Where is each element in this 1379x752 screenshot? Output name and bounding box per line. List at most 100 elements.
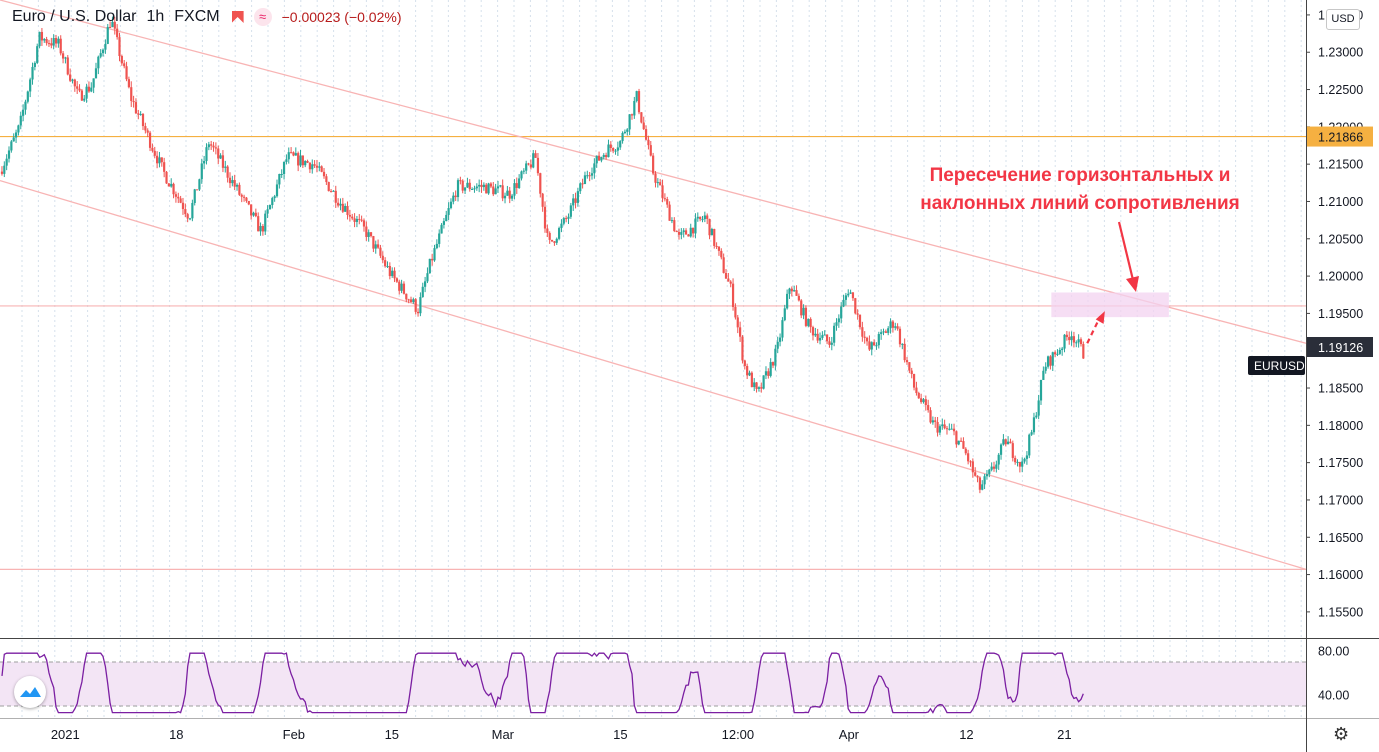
candle-body xyxy=(219,155,222,159)
candle-body xyxy=(1058,349,1061,354)
candle-body xyxy=(983,476,986,485)
time-tick-label: 15 xyxy=(613,727,627,742)
candle-body xyxy=(203,161,206,164)
candle-body xyxy=(207,144,210,148)
candle-body xyxy=(200,163,203,180)
candle-body xyxy=(134,102,138,114)
candle-body xyxy=(936,422,939,433)
currency-button[interactable]: USD xyxy=(1326,9,1360,30)
candle-body xyxy=(66,57,69,75)
price-tick-label: 1.18000 xyxy=(1318,419,1363,433)
candle-body xyxy=(92,78,95,88)
candle-body xyxy=(163,162,166,172)
candle-body xyxy=(915,387,918,394)
price-tick-label: 1.23000 xyxy=(1318,46,1363,60)
candle-body xyxy=(1018,461,1021,467)
candle-body xyxy=(901,343,904,345)
candle-body xyxy=(593,163,596,174)
candle-body xyxy=(894,326,897,328)
candle-body xyxy=(640,112,643,123)
candle-body xyxy=(508,190,511,199)
candle-body xyxy=(847,293,850,296)
candle-body xyxy=(910,370,913,375)
candle-body xyxy=(355,218,359,222)
candle-body xyxy=(0,171,4,174)
candle-body xyxy=(485,184,488,194)
candle-body xyxy=(57,38,60,44)
annotation-text: Пересечение горизонтальных и наклонных л… xyxy=(880,162,1280,218)
tradingview-logo-icon[interactable] xyxy=(14,676,46,708)
candle-body xyxy=(1077,339,1080,343)
candle-body xyxy=(637,91,641,113)
flag-icon[interactable] xyxy=(231,11,244,23)
candle-body xyxy=(228,177,232,184)
time-tick-label: 12:00 xyxy=(722,727,755,742)
candle-body xyxy=(673,220,676,231)
candle-body xyxy=(108,26,112,28)
time-axis[interactable]: 2021 18 Feb 15 Mar 15 12:00 Apr 12 21 xyxy=(51,727,1072,742)
candle-body xyxy=(409,299,413,303)
candle-body xyxy=(414,299,417,312)
candle-body xyxy=(750,372,753,388)
candle-body xyxy=(391,270,394,277)
candle-body xyxy=(365,226,368,237)
candle-body xyxy=(45,39,48,44)
candle-body xyxy=(1070,336,1073,341)
symbol-header[interactable]: Euro / U.S. Dollar 1h FXCM ≈ −0.00023 (−… xyxy=(12,8,401,26)
candle-body xyxy=(127,79,131,88)
time-tick-label: Mar xyxy=(492,727,515,742)
candle-body xyxy=(515,183,518,188)
candle-body xyxy=(908,362,911,371)
candle-body xyxy=(170,183,173,187)
candle-body xyxy=(569,205,572,217)
settings-gear-icon[interactable]: ⚙ xyxy=(1333,724,1350,744)
candle-body xyxy=(372,236,375,249)
ticker-tag-label: EURUSD xyxy=(1254,359,1305,373)
candle-body xyxy=(739,327,742,337)
candle-body xyxy=(1054,352,1057,355)
price-axis[interactable]: 1.15500 1.16000 1.16500 1.17000 1.17500 1.180… xyxy=(1248,8,1373,703)
candle-body xyxy=(177,196,180,199)
candle-body xyxy=(452,195,455,202)
candle-body xyxy=(513,183,516,196)
candle-body xyxy=(1051,352,1054,366)
candle-body xyxy=(463,187,467,191)
time-tick-label: 18 xyxy=(169,727,183,742)
candle-body xyxy=(501,185,504,199)
candle-body xyxy=(7,150,11,159)
candle-body xyxy=(416,311,420,314)
candle-body xyxy=(642,122,645,130)
candle-body xyxy=(971,461,974,473)
rsi-band xyxy=(0,662,1306,706)
candle-body xyxy=(386,265,389,267)
candle-body xyxy=(929,410,932,423)
candle-body xyxy=(438,233,441,244)
candle-body xyxy=(877,334,880,346)
candle-body xyxy=(83,98,86,101)
candle-body xyxy=(318,166,321,168)
candle-body xyxy=(360,219,363,221)
candle-body xyxy=(224,166,227,168)
candle-body xyxy=(934,420,937,423)
candle-body xyxy=(948,428,951,430)
candle-body xyxy=(612,147,615,151)
candle-body xyxy=(696,216,699,219)
candle-body xyxy=(614,150,617,152)
candle-body xyxy=(849,292,852,294)
candle-body xyxy=(165,171,168,184)
compare-icon[interactable]: ≈ xyxy=(253,8,272,26)
time-tick-label: 15 xyxy=(385,727,399,742)
candle-body xyxy=(273,196,276,199)
candle-body xyxy=(33,62,36,67)
candle-body xyxy=(447,208,450,215)
candle-body xyxy=(821,335,824,338)
candle-body xyxy=(1030,432,1033,435)
candle-body xyxy=(158,157,161,164)
candle-body xyxy=(941,424,944,427)
candle-body xyxy=(670,220,674,222)
candle-body xyxy=(346,205,349,215)
candle-body xyxy=(762,375,765,389)
candle-body xyxy=(304,161,307,166)
candle-body xyxy=(144,126,147,131)
